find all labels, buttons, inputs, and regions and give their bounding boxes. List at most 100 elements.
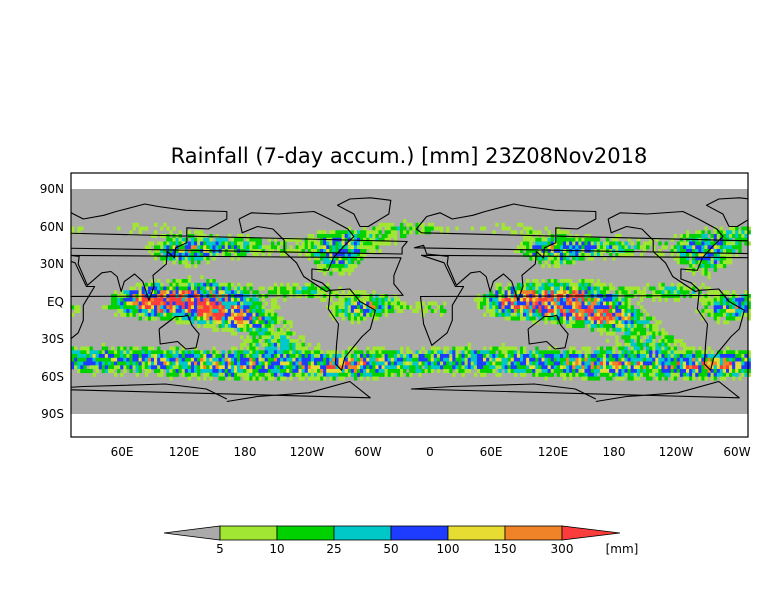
rain-cell (719, 245, 724, 250)
rain-cell (166, 309, 170, 314)
rain-cell (523, 282, 527, 287)
rain-cell (307, 290, 312, 295)
rain-cell (735, 301, 739, 306)
rain-cell (719, 297, 724, 302)
rain-cell (603, 301, 607, 306)
rain-cell (160, 312, 164, 317)
rain-cell (190, 249, 195, 254)
rain-cell (701, 361, 705, 366)
rain-cell (264, 342, 269, 347)
rain-cell (529, 316, 533, 321)
rain-cell (578, 369, 582, 374)
rain-cell (547, 264, 551, 269)
rain-cell (504, 346, 508, 351)
rain-cell (246, 372, 250, 377)
rain-cell (581, 245, 585, 250)
rain-cell (286, 282, 290, 287)
rain-cell (676, 365, 681, 370)
rain-cell (166, 372, 170, 377)
rain-cell (181, 290, 186, 295)
rain-cell (483, 361, 487, 366)
rain-cell (89, 365, 93, 370)
rain-cell (732, 226, 736, 231)
rain-cell (255, 290, 259, 295)
rain-cell (624, 354, 628, 359)
rain-cell (360, 249, 364, 254)
rain-cell (403, 361, 407, 366)
rain-cell (661, 245, 665, 250)
rain-cell (227, 245, 232, 250)
rain-cell (178, 282, 182, 287)
rain-cell (252, 339, 256, 344)
rain-cell (713, 301, 718, 306)
rain-cell (243, 324, 247, 329)
rain-cell (664, 241, 668, 246)
rain-cell (387, 241, 392, 246)
rain-cell (544, 237, 548, 242)
rain-cell (341, 230, 345, 235)
rain-cell (563, 361, 567, 366)
rain-cell (101, 305, 106, 310)
rain-cell (646, 331, 650, 336)
rain-cell (172, 316, 176, 321)
rain-cell (523, 357, 527, 362)
rain-cell (747, 309, 751, 314)
rain-cell (483, 312, 487, 317)
rain-cell (209, 372, 213, 377)
rain-cell (323, 361, 327, 366)
rain-cell (569, 346, 573, 351)
rain-cell (344, 267, 349, 272)
rain-cell (246, 346, 250, 351)
rain-cell (704, 350, 708, 355)
rain-cell (206, 312, 210, 317)
rain-cell (132, 222, 136, 227)
rain-cell (157, 369, 161, 374)
rain-cell (584, 237, 588, 242)
rain-cell (603, 361, 607, 366)
rain-cell (710, 350, 714, 355)
rain-cell (501, 222, 505, 227)
rain-cell (135, 372, 139, 377)
rain-cell (747, 297, 751, 302)
rain-cell (520, 350, 524, 355)
rain-cell (544, 320, 548, 325)
rain-cell (713, 252, 718, 257)
rain-cell (126, 290, 130, 295)
rain-cell (726, 316, 730, 321)
rain-cell (596, 365, 601, 370)
rain-cell (246, 320, 250, 325)
rain-cell (726, 320, 730, 325)
rain-cell (292, 286, 296, 291)
rain-cell (692, 372, 696, 377)
rain-cell (575, 354, 579, 359)
rain-cell (701, 376, 705, 381)
rain-cell (713, 297, 718, 302)
rain-cell (566, 369, 570, 374)
rain-cell (350, 320, 355, 325)
rain-cell (381, 357, 385, 362)
rain-cell (655, 372, 659, 377)
rain-cell (661, 346, 665, 351)
rain-cell (480, 361, 484, 366)
rain-cell (341, 256, 345, 261)
rain-cell (375, 237, 379, 242)
rain-cell (430, 369, 435, 374)
rain-cell (101, 350, 106, 355)
rain-cell (541, 245, 545, 250)
rain-cell (655, 365, 659, 370)
rain-cell (732, 312, 736, 317)
rain-cell (649, 339, 653, 344)
rain-cell (230, 241, 235, 246)
rain-cell (572, 282, 576, 287)
rain-cell (618, 309, 622, 314)
rain-cell (283, 376, 287, 381)
rain-cell (381, 297, 385, 302)
rain-cell (575, 234, 579, 239)
rain-cell (95, 365, 99, 370)
rain-cell (369, 372, 373, 377)
rain-cell (418, 372, 422, 377)
rain-cell (249, 237, 253, 242)
rain-cell (203, 312, 207, 317)
rain-cell (227, 320, 232, 325)
